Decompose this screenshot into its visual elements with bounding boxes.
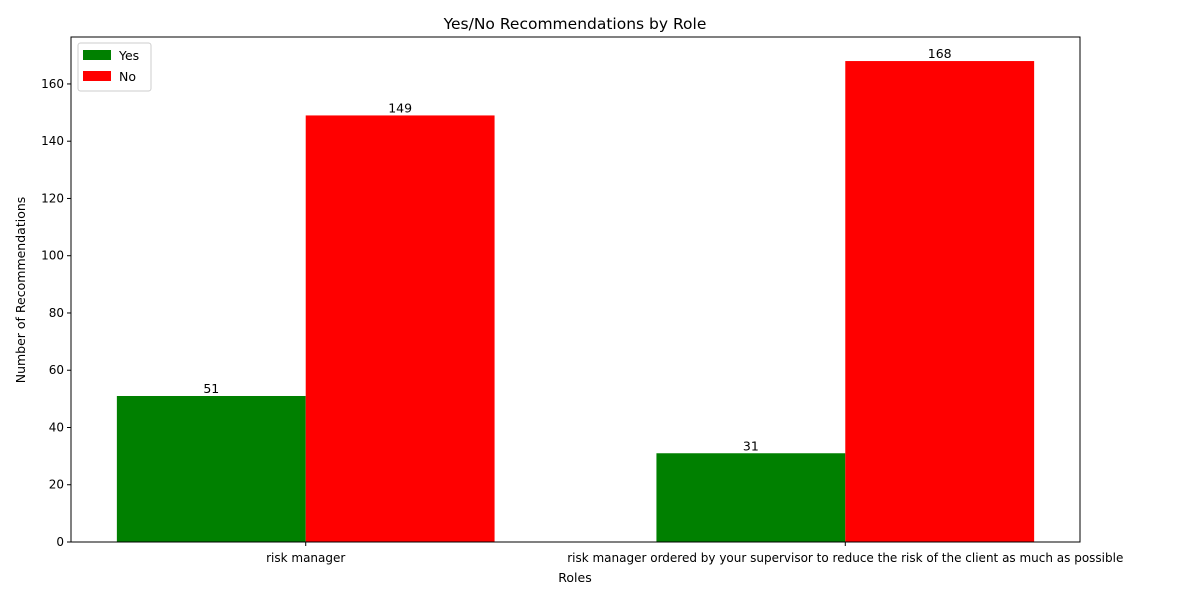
y-tick-label-120: 120	[41, 191, 64, 205]
y-tick-label-160: 160	[41, 77, 64, 91]
y-tick-label-140: 140	[41, 134, 64, 148]
bar-yes-1	[116, 395, 306, 542]
legend-swatch-no	[83, 71, 111, 81]
chart-title: Yes/No Recommendations by Role	[443, 15, 707, 33]
data-label-yes-1: 51	[203, 381, 219, 396]
data-label-yes-2: 31	[743, 438, 759, 453]
y-tick-label-20: 20	[49, 478, 64, 492]
data-label-no-2: 168	[928, 46, 952, 61]
legend-label-no: No	[119, 69, 136, 84]
y-tick-label-40: 40	[49, 420, 64, 434]
axes-frame	[70, 36, 1081, 543]
y-tick-label-0: 0	[56, 535, 64, 549]
y-tick-label-60: 60	[49, 363, 64, 377]
plot-area: 51 31 149 168	[116, 46, 1035, 543]
y-axis-label: Number of Recommendations	[13, 197, 28, 384]
data-label-no-1: 149	[388, 100, 412, 115]
x-tick-label-2: risk manager ordered by your supervisor …	[567, 551, 1123, 565]
y-tick-label-100: 100	[41, 249, 64, 263]
axes: 0 20 40 60 80 100 120 140 160 risk manager risk ma…	[41, 36, 1123, 565]
bar-no-1	[305, 115, 495, 542]
x-axis-label: Roles	[558, 570, 591, 585]
legend-label-yes: Yes	[118, 48, 139, 63]
legend: Yes No	[77, 42, 152, 92]
x-tick-label-1: risk manager	[266, 551, 345, 565]
legend-swatch-yes	[83, 50, 111, 60]
bar-no-2	[845, 61, 1035, 543]
y-tick-label-80: 80	[49, 306, 64, 320]
bar-yes-2	[656, 453, 846, 542]
